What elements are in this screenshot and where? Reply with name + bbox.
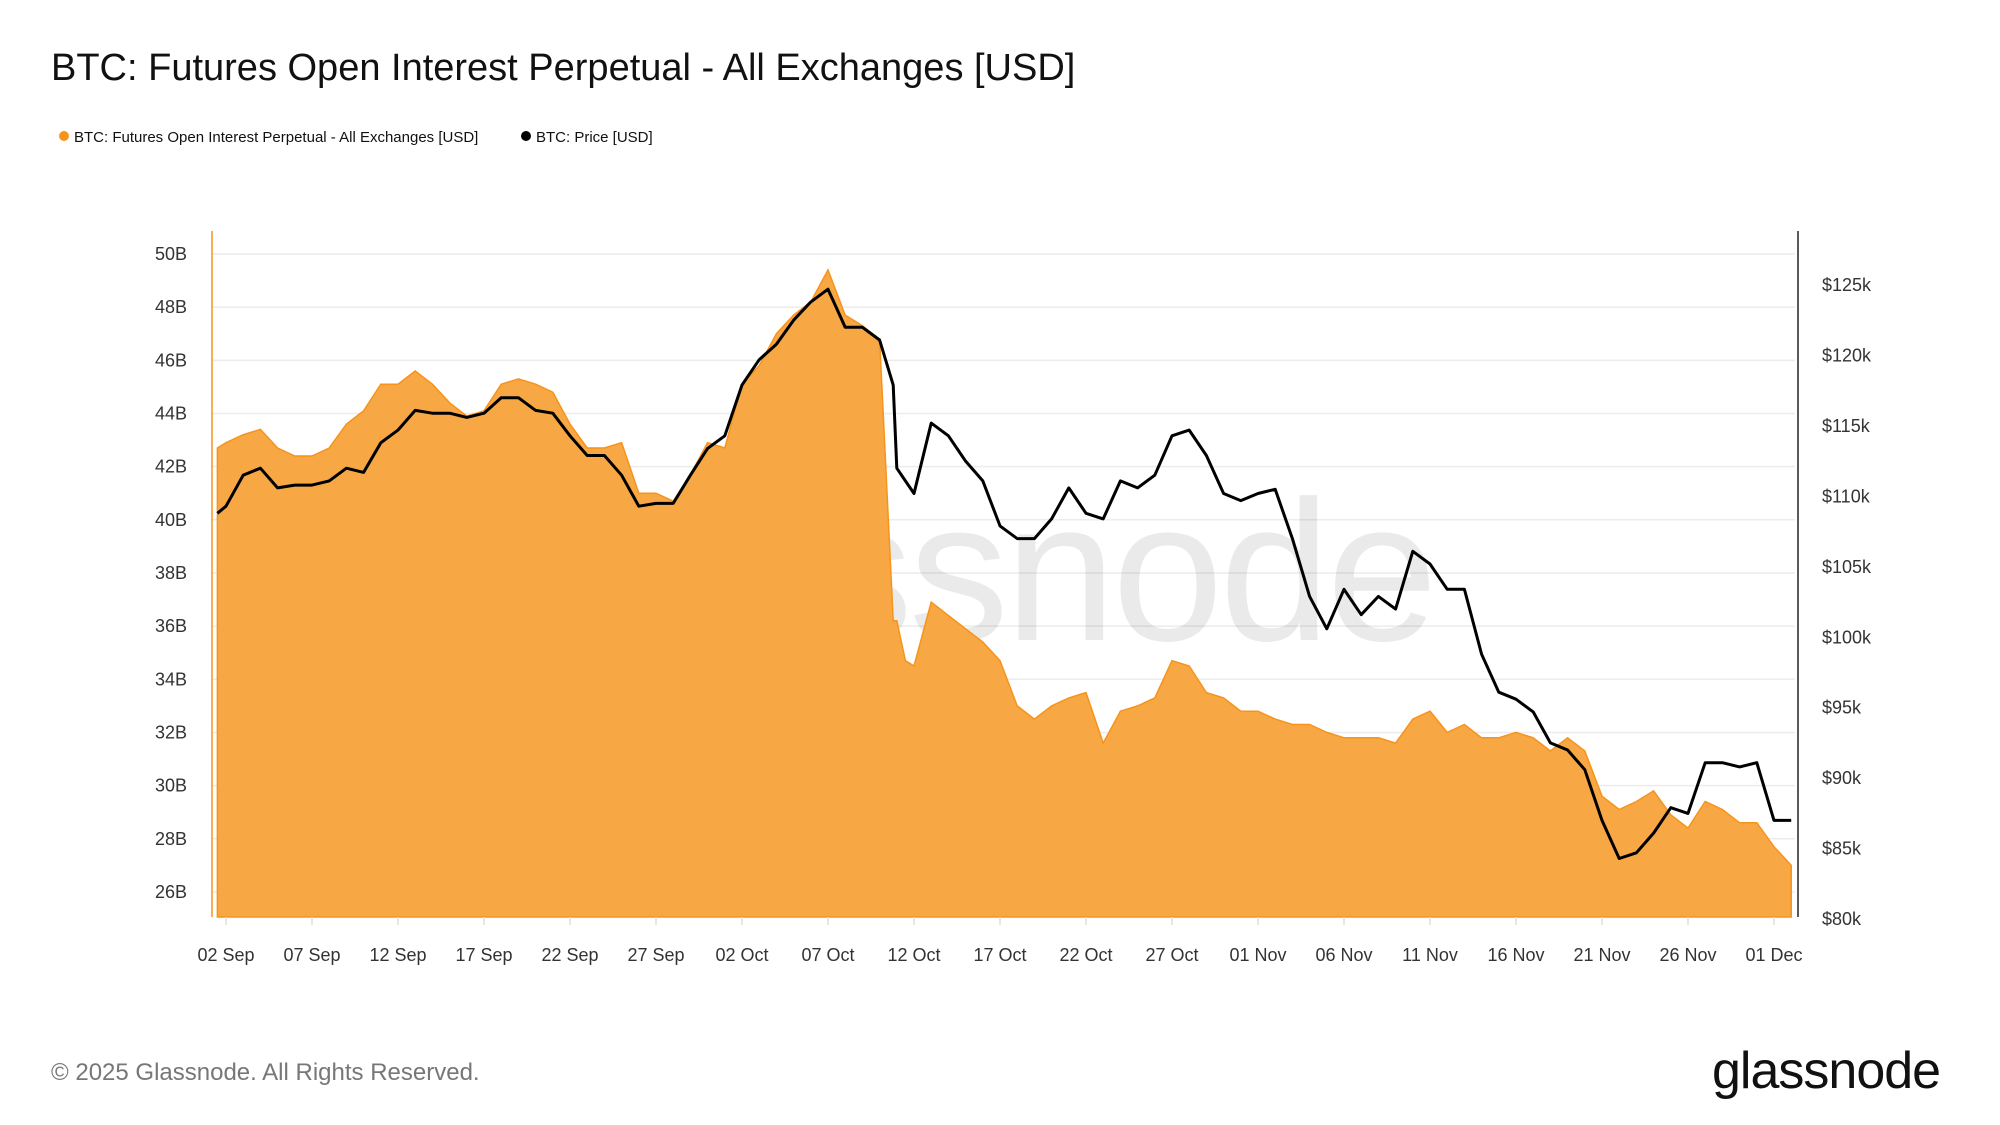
legend-label-open-interest[interactable]: BTC: Futures Open Interest Perpetual - A… — [74, 129, 478, 146]
x-tick-label: 12 Sep — [369, 945, 426, 965]
y-right-tick-label: $80k — [1822, 909, 1862, 929]
copyright-footer: © 2025 Glassnode. All Rights Reserved. — [51, 1059, 480, 1086]
x-tick-label: 11 Nov — [1402, 945, 1458, 965]
axes: 26B 28B 30B 32B 34B 36B 38B 40B 42B 44B 46B 48B 50B $… — [155, 231, 1872, 965]
x-tick-label: 06 Nov — [1315, 945, 1372, 965]
y-left-tick-label: 38B — [155, 563, 187, 583]
x-tick-label: 16 Nov — [1487, 945, 1544, 965]
y-right-tick-label: $95k — [1822, 698, 1862, 718]
x-tick-label: 26 Nov — [1659, 945, 1716, 965]
x-tick-label: 12 Oct — [887, 945, 940, 965]
x-tick-label: 22 Oct — [1059, 945, 1112, 965]
x-tick-label: 01 Dec — [1745, 945, 1802, 965]
y-left-tick-label: 26B — [155, 882, 187, 902]
x-tick-label: 17 Sep — [455, 945, 512, 965]
y-right-tick-label: $120k — [1822, 345, 1872, 365]
x-tick-label: 22 Sep — [541, 945, 598, 965]
y-left-tick-label: 34B — [155, 669, 187, 689]
x-tick-label: 27 Sep — [627, 945, 684, 965]
x-tick-label: 27 Oct — [1145, 945, 1198, 965]
legend-label-price[interactable]: BTC: Price [USD] — [536, 129, 653, 146]
y-left-tick-label: 28B — [155, 829, 187, 849]
x-tick-label: 02 Sep — [197, 945, 254, 965]
legend: BTC: Futures Open Interest Perpetual - A… — [59, 129, 653, 146]
y-left-tick-label: 42B — [155, 457, 187, 477]
y-left-tick-label: 44B — [155, 403, 187, 423]
x-tick-label: 01 Nov — [1229, 945, 1286, 965]
x-tick-label: 07 Sep — [283, 945, 340, 965]
legend-marker-open-interest — [59, 131, 69, 141]
y-right-tick-label: $90k — [1822, 768, 1862, 788]
y-left-tick-label: 46B — [155, 350, 187, 370]
plot-area — [216, 268, 1792, 918]
chart-title: BTC: Futures Open Interest Perpetual - A… — [51, 47, 1075, 89]
y-left-tick-label: 40B — [155, 510, 187, 530]
y-right-tick-label: $115k — [1822, 416, 1871, 436]
y-left-tick-label: 48B — [155, 297, 187, 317]
x-tick-label: 17 Oct — [973, 945, 1026, 965]
y-left-tick-label: 50B — [155, 244, 187, 264]
y-left-tick-label: 36B — [155, 616, 187, 636]
price-line — [216, 287, 1792, 860]
x-tick-label: 02 Oct — [715, 945, 768, 965]
glassnode-logo: glassnode — [1712, 1042, 1940, 1100]
y-right-tick-label: $85k — [1822, 839, 1862, 859]
y-right-tick-label: $100k — [1822, 627, 1872, 647]
y-right-tick-label: $125k — [1822, 275, 1872, 295]
y-left-tick-label: 32B — [155, 722, 187, 742]
y-right-tick-label: $110k — [1822, 486, 1871, 506]
y-right-tick-label: $105k — [1822, 557, 1872, 577]
x-tick-label: 21 Nov — [1573, 945, 1630, 965]
y-left-tick-label: 30B — [155, 776, 187, 796]
legend-marker-price — [521, 131, 531, 141]
x-tick-label: 07 Oct — [801, 945, 854, 965]
